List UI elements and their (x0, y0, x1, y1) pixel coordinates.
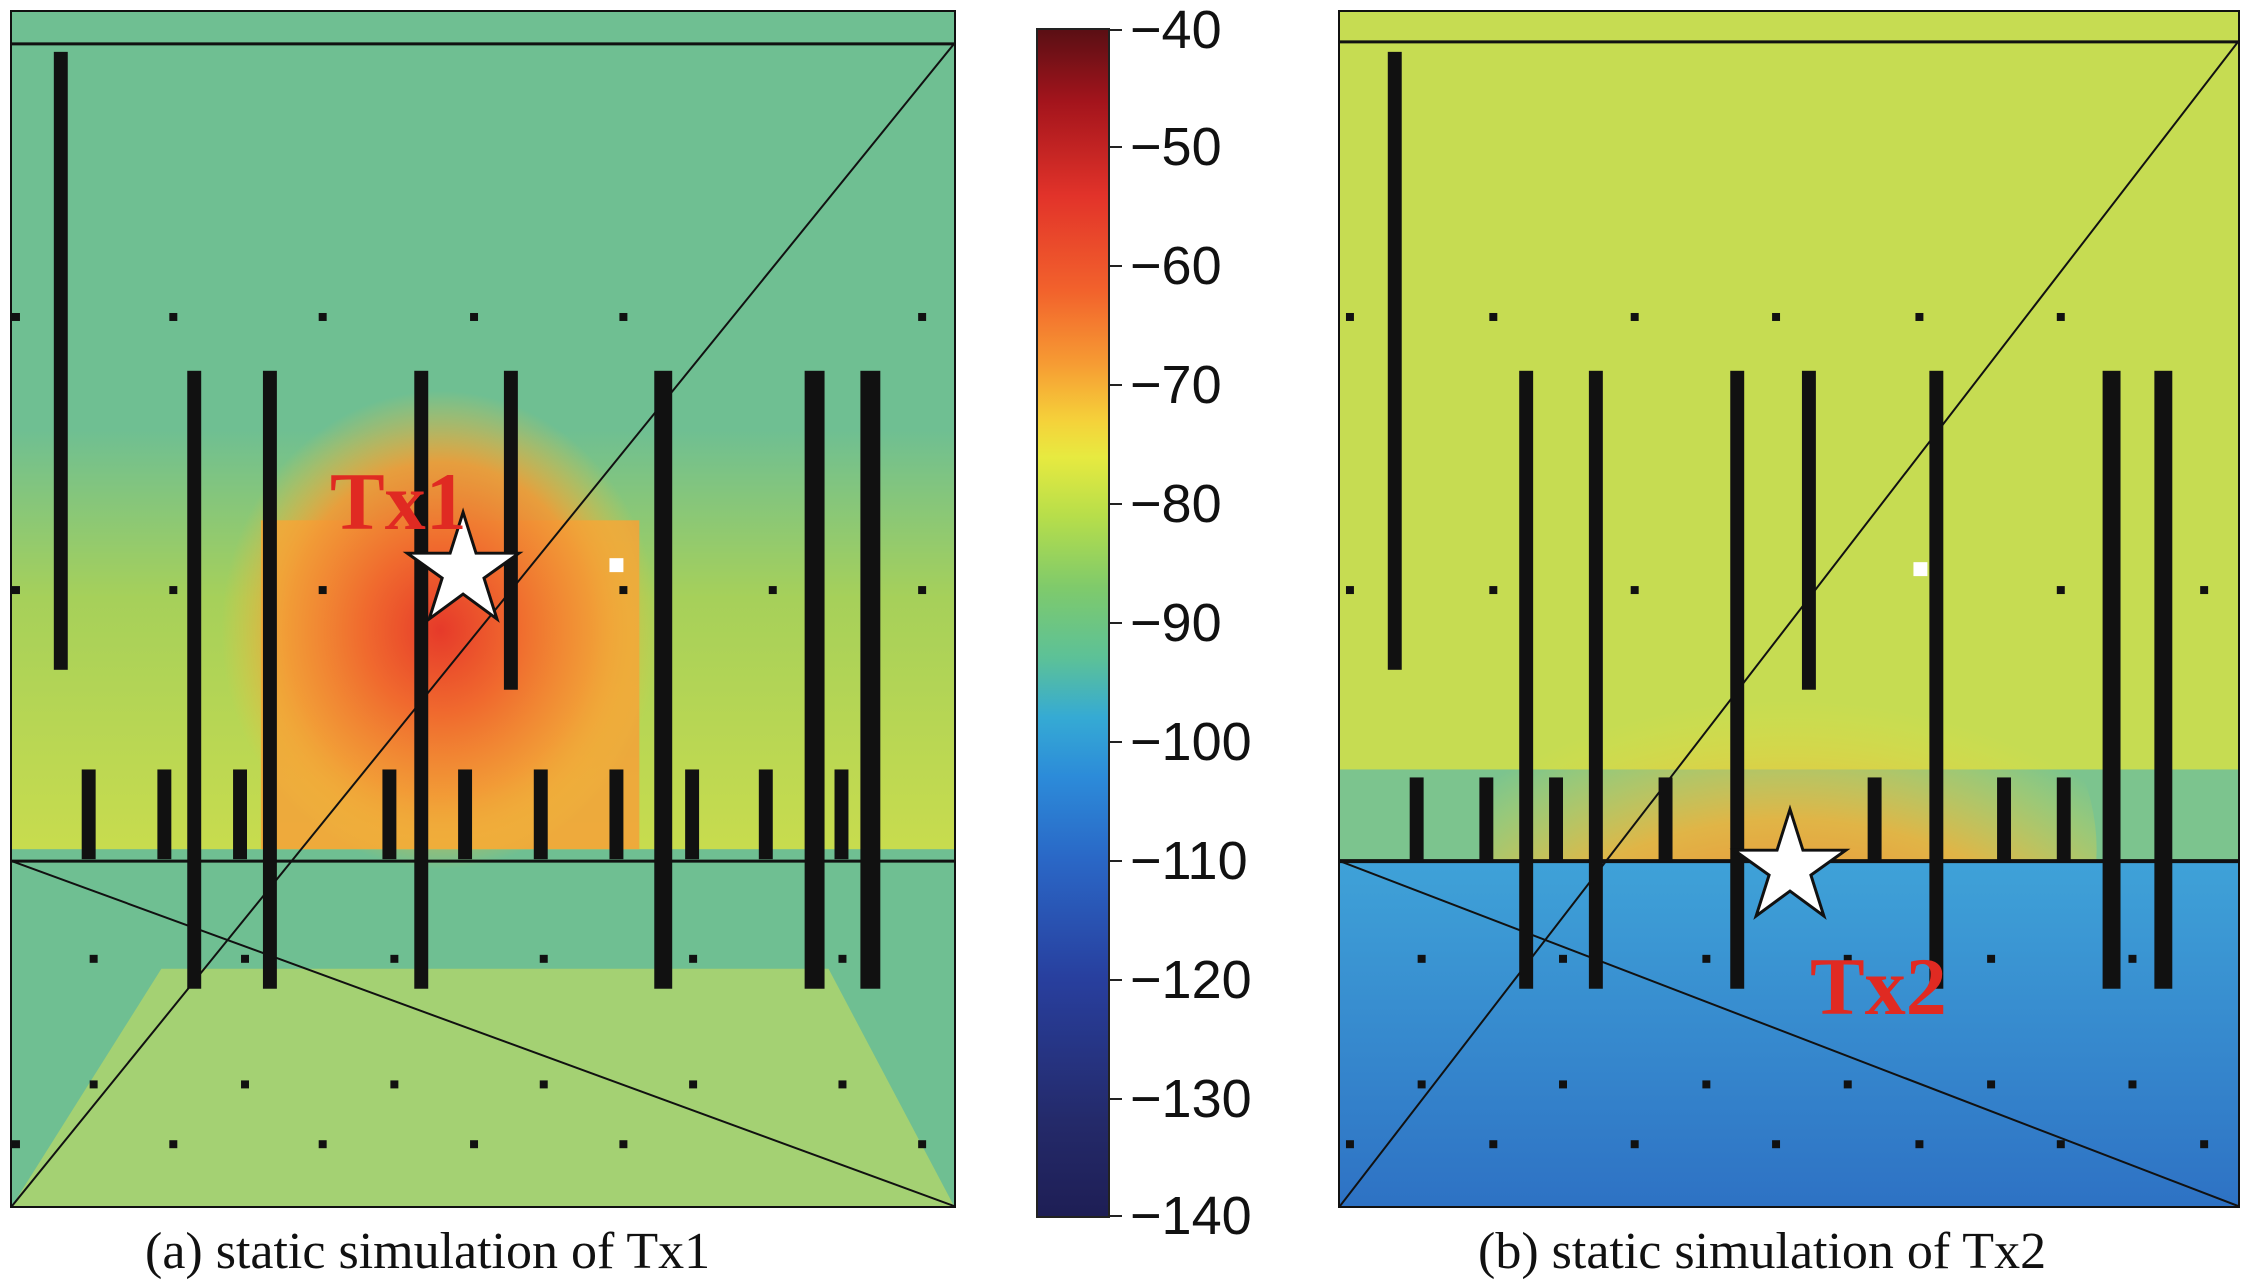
colorbar-tick (1108, 503, 1122, 505)
heatmap-a-svg (12, 42, 954, 1206)
colorbar-tick-label: −60 (1130, 236, 1222, 296)
transmitter-star-b (1729, 804, 1851, 920)
colorbar-tick-label: −80 (1130, 474, 1222, 534)
heatmap-b-svg (1340, 12, 2238, 1206)
colorbar-tick-label: −110 (1130, 831, 1248, 891)
colorbar-tick (1108, 146, 1122, 148)
diagonal-line-a (12, 43, 954, 1206)
white-marker-b (1913, 562, 1928, 577)
colorbar-tick (1108, 979, 1122, 981)
colorbar-tick (1108, 860, 1122, 862)
colorbar-tick-label: −90 (1130, 593, 1222, 653)
colorbar-tick (1108, 384, 1122, 386)
colorbar-tick (1108, 622, 1122, 624)
colorbar-tick (1108, 265, 1122, 267)
lower-band-a (12, 968, 954, 1206)
colorbar-tick (1108, 29, 1122, 31)
colorbar-tick-label: −40 (1130, 0, 1222, 60)
heatmap-panel-b (1338, 10, 2240, 1208)
diagonal-line-lower-b (1340, 860, 2238, 1206)
ap-markers-a (12, 312, 927, 1149)
diagonal-line-b (1340, 41, 2238, 1206)
colorbar-tick (1108, 1215, 1122, 1217)
hot-core-a (221, 390, 660, 870)
racks-b (1387, 51, 2173, 989)
tx2-label: Tx2 (1810, 941, 1947, 1032)
white-marker-a (609, 558, 624, 573)
colorbar-tick-label: −130 (1130, 1069, 1252, 1129)
caption-b: (b) static simulation of Tx2 (1478, 1223, 2047, 1280)
colorbar-tick-label: −50 (1130, 117, 1222, 177)
colorbar (1036, 28, 1110, 1218)
diagonal-line-lower-a (12, 860, 954, 1206)
transmitter-star-a (402, 507, 524, 623)
ap-markers-b (1345, 312, 2209, 1149)
tx1-label: Tx1 (330, 456, 467, 547)
colorbar-tick-label: −140 (1130, 1186, 1252, 1246)
colorbar-tick-label: −120 (1130, 950, 1252, 1010)
colorbar-tick-label: −70 (1130, 355, 1222, 415)
colorbar-tick-label: −100 (1130, 712, 1252, 772)
heatmap-panel-a (10, 10, 956, 1208)
racks-a (53, 51, 881, 989)
colorbar-tick (1108, 1098, 1122, 1100)
colorbar-tick (1108, 741, 1122, 743)
caption-a: (a) static simulation of Tx1 (145, 1223, 711, 1280)
